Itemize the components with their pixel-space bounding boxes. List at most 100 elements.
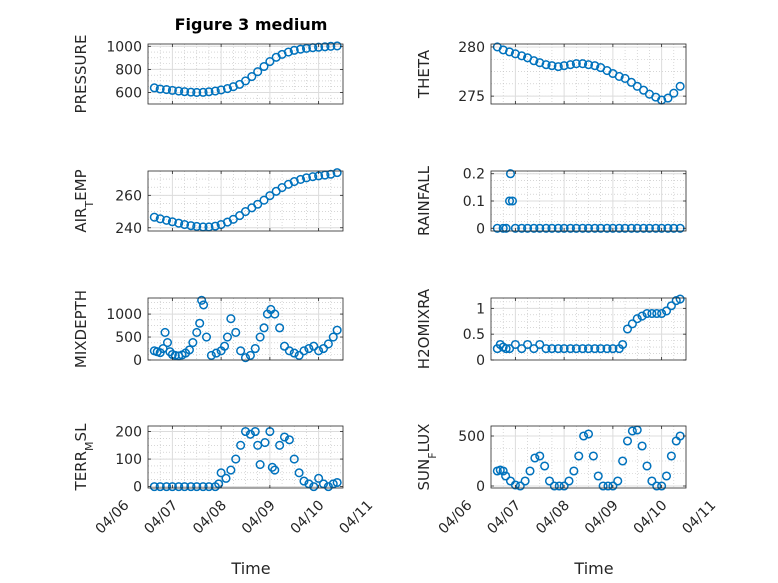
data-point [504, 344, 515, 354]
data-point [498, 466, 508, 476]
data-point [583, 223, 594, 233]
data-point [554, 481, 564, 491]
data-point [284, 346, 294, 356]
data-point [323, 339, 333, 349]
data-point [657, 223, 667, 233]
data-point [240, 76, 251, 86]
data-point [216, 468, 226, 478]
y-axis-label-main: PRESSURE [72, 35, 90, 114]
data-point [647, 308, 657, 319]
data-point [620, 223, 630, 233]
data-point [535, 451, 545, 461]
data-point [195, 318, 205, 328]
data-point [284, 435, 294, 445]
data-point [192, 482, 202, 492]
data-point [529, 56, 539, 66]
data-point [614, 71, 624, 82]
data-point [622, 436, 633, 446]
data-point [651, 223, 661, 233]
data-point [622, 324, 633, 334]
data-point [505, 169, 516, 179]
data-point [613, 476, 623, 486]
data-point [510, 223, 520, 233]
data-point [529, 223, 539, 233]
y-tick-label: 1000 [106, 39, 142, 55]
data-point [304, 343, 314, 354]
data-point [525, 466, 535, 476]
data-point [314, 473, 324, 483]
data-series [492, 294, 685, 354]
data-point [210, 221, 220, 231]
data-point [639, 223, 649, 233]
data-point [598, 481, 608, 491]
data-point [174, 482, 184, 492]
data-point [541, 60, 551, 70]
data-point [265, 191, 275, 201]
data-series [492, 425, 685, 491]
data-point [517, 223, 527, 233]
y-axis-label: THETA [415, 49, 433, 99]
data-point [192, 327, 202, 337]
data-point [301, 43, 311, 53]
data-point [160, 327, 170, 337]
y-tick-label: 1 [476, 301, 485, 317]
data-point [197, 295, 207, 305]
data-point [255, 332, 265, 342]
data-point [578, 344, 588, 354]
y-tick-label: 0 [133, 353, 142, 369]
data-point [517, 51, 527, 61]
data-point [602, 344, 612, 354]
data-point [657, 308, 667, 319]
data-point [161, 85, 172, 95]
data-point [198, 482, 208, 492]
data-point [259, 323, 269, 333]
data-point [289, 45, 299, 55]
data-point [314, 42, 324, 52]
data-point [579, 431, 589, 441]
data-point [250, 343, 260, 354]
data-point [565, 223, 576, 233]
data-point [618, 456, 628, 466]
data-point [259, 61, 269, 72]
data-point [170, 350, 180, 360]
data-point [642, 461, 652, 471]
data-point [236, 440, 246, 450]
data-point [279, 341, 290, 351]
data-point [642, 308, 652, 319]
data-point [192, 221, 202, 232]
figure-title: Figure 3 medium [175, 15, 328, 34]
data-point [289, 348, 299, 358]
y-axis-label-tail: SL [72, 423, 90, 442]
data-point [507, 196, 518, 206]
data-point [596, 344, 606, 354]
data-point [590, 344, 600, 354]
data-point [547, 61, 557, 71]
data-point [559, 344, 569, 354]
data-point [332, 325, 342, 335]
data-point [583, 60, 594, 70]
data-point [501, 344, 511, 354]
data-point [210, 86, 220, 96]
data-point [216, 85, 226, 95]
data-point [565, 60, 576, 70]
data-point [226, 314, 236, 324]
data-point [553, 62, 563, 72]
data-point [574, 451, 584, 461]
data-point [155, 214, 165, 224]
axes-box [490, 425, 687, 489]
data-point [608, 344, 618, 354]
data-point [571, 223, 581, 233]
y-axis-label-main: RAINFALL [415, 165, 433, 236]
data-point [666, 451, 676, 461]
data-point [535, 223, 545, 233]
y-tick-label: 0 [476, 353, 485, 369]
y-tick-label: 500 [115, 330, 142, 346]
data-point [301, 173, 311, 183]
data-point [299, 346, 309, 356]
y-axis-label-main: MIXDEPTH [72, 290, 90, 368]
axes-box [490, 297, 687, 361]
data-point [226, 465, 236, 475]
y-axis-label-subscript: M [83, 441, 96, 451]
data-point [221, 473, 231, 483]
data-point [204, 87, 214, 97]
